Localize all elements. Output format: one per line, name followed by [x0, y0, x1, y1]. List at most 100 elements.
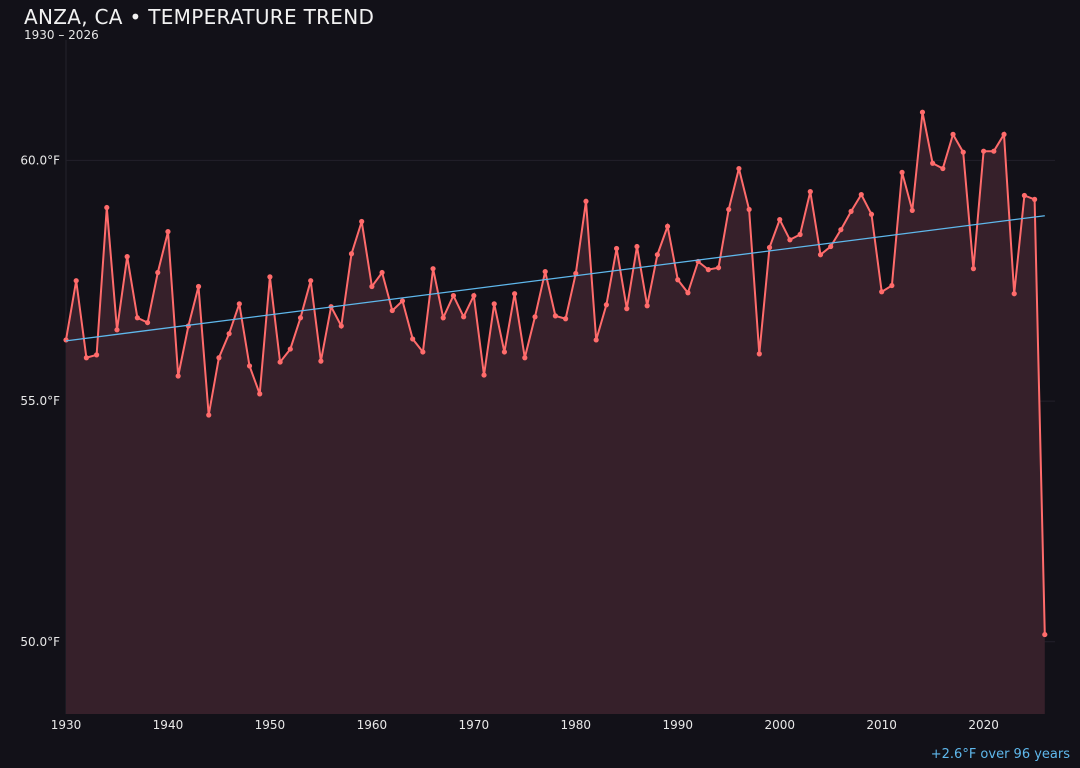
data-point-1947: [236, 301, 242, 307]
data-point-1958: [348, 251, 355, 257]
data-point-1948: [246, 363, 253, 369]
data-point-1977: [542, 268, 548, 275]
data-point-1970: [471, 293, 477, 299]
data-point-1998: [756, 351, 762, 357]
data-point-2011: [889, 282, 895, 289]
data-point-1985: [624, 306, 630, 312]
trend-line: [65, 215, 1045, 342]
data-point-1960: [369, 283, 375, 290]
x-tick-label: 1960: [357, 718, 388, 732]
data-point-1966: [430, 266, 436, 272]
x-tick-label: 2020: [968, 718, 999, 732]
x-tick-label: 1950: [255, 718, 286, 732]
y-tick-label: 55.0°F: [20, 394, 60, 408]
data-point-1941: [175, 373, 181, 379]
data-point-2020: [981, 148, 987, 154]
data-point-1931: [73, 278, 79, 284]
data-point-2017: [950, 131, 956, 137]
data-point-1953: [297, 315, 304, 321]
data-point-1935: [114, 327, 120, 333]
data-point-1961: [379, 269, 385, 276]
data-point-2019: [970, 266, 977, 272]
data-point-1990: [675, 277, 681, 283]
data-point-1955: [318, 358, 324, 364]
data-point-1984: [613, 245, 620, 252]
data-point-2014: [919, 109, 926, 115]
data-point-1950: [267, 274, 273, 280]
data-point-1996: [736, 165, 742, 172]
x-tick-label: 1940: [153, 718, 184, 732]
chart-title: ANZA, CA • TEMPERATURE TREND: [24, 5, 375, 29]
x-tick-label: 2010: [866, 718, 897, 732]
data-point-2008: [858, 191, 864, 198]
data-point-1975: [522, 355, 528, 361]
data-point-1967: [440, 315, 446, 321]
data-point-1999: [766, 244, 773, 251]
data-point-2004: [817, 252, 824, 258]
data-point-2005: [828, 243, 834, 250]
data-point-2010: [879, 289, 885, 295]
data-point-1972: [491, 301, 497, 307]
area-fill: [66, 112, 1045, 714]
data-point-2016: [940, 165, 946, 172]
data-point-2000: [777, 216, 783, 223]
data-point-1936: [124, 254, 130, 260]
data-point-1994: [715, 265, 722, 271]
data-point-1971: [481, 372, 487, 378]
data-point-1997: [746, 206, 752, 213]
data-point-2024: [1021, 192, 1028, 199]
data-point-2015: [930, 160, 936, 166]
data-point-1949: [257, 391, 263, 397]
data-point-1982: [593, 337, 599, 343]
data-point-1995: [726, 206, 732, 213]
data-point-1969: [461, 314, 467, 320]
x-tick-label: 2000: [764, 718, 795, 732]
data-point-1951: [277, 359, 283, 365]
data-point-1943: [195, 283, 202, 290]
data-point-1963: [399, 298, 406, 304]
data-point-1930: [63, 337, 69, 343]
x-tick-label: 1930: [51, 718, 82, 732]
data-point-1991: [685, 290, 691, 296]
data-point-1981: [583, 198, 589, 204]
data-point-2001: [787, 237, 793, 243]
data-point-2009: [868, 211, 875, 217]
data-point-2018: [960, 149, 966, 155]
data-point-1974: [512, 291, 518, 297]
data-point-1940: [165, 229, 171, 235]
data-point-1976: [532, 314, 538, 320]
data-point-1993: [705, 267, 711, 273]
x-tick-label: 1980: [561, 718, 592, 732]
data-point-1968: [450, 293, 457, 299]
data-point-1989: [664, 223, 671, 229]
data-point-1962: [389, 307, 395, 314]
data-point-2025: [1032, 196, 1038, 202]
data-point-2012: [899, 169, 905, 175]
data-point-2007: [848, 208, 854, 214]
data-point-1978: [552, 313, 559, 319]
data-point-2021: [991, 148, 997, 154]
data-point-2022: [1001, 131, 1007, 137]
data-point-1964: [410, 336, 416, 342]
data-point-2006: [838, 227, 844, 233]
data-point-1980: [573, 270, 579, 277]
chart-subtitle: 1930 – 2026: [24, 28, 99, 42]
data-point-1979: [562, 316, 569, 322]
data-point-2002: [797, 231, 803, 238]
data-point-1938: [144, 319, 151, 326]
data-point-2026: [1042, 631, 1048, 638]
data-point-1965: [420, 349, 426, 355]
y-tick-label: 60.0°F: [20, 153, 60, 167]
data-point-1957: [338, 323, 344, 329]
x-tick-label: 1970: [459, 718, 490, 732]
x-tick-label: 1990: [662, 718, 693, 732]
data-point-1944: [206, 412, 212, 418]
data-point-1933: [93, 352, 100, 358]
data-point-1932: [83, 355, 89, 361]
data-point-1954: [308, 278, 314, 284]
data-point-1952: [287, 346, 293, 352]
y-tick-label: 50.0°F: [20, 635, 60, 649]
data-point-1973: [501, 349, 508, 355]
data-point-2013: [909, 207, 915, 214]
